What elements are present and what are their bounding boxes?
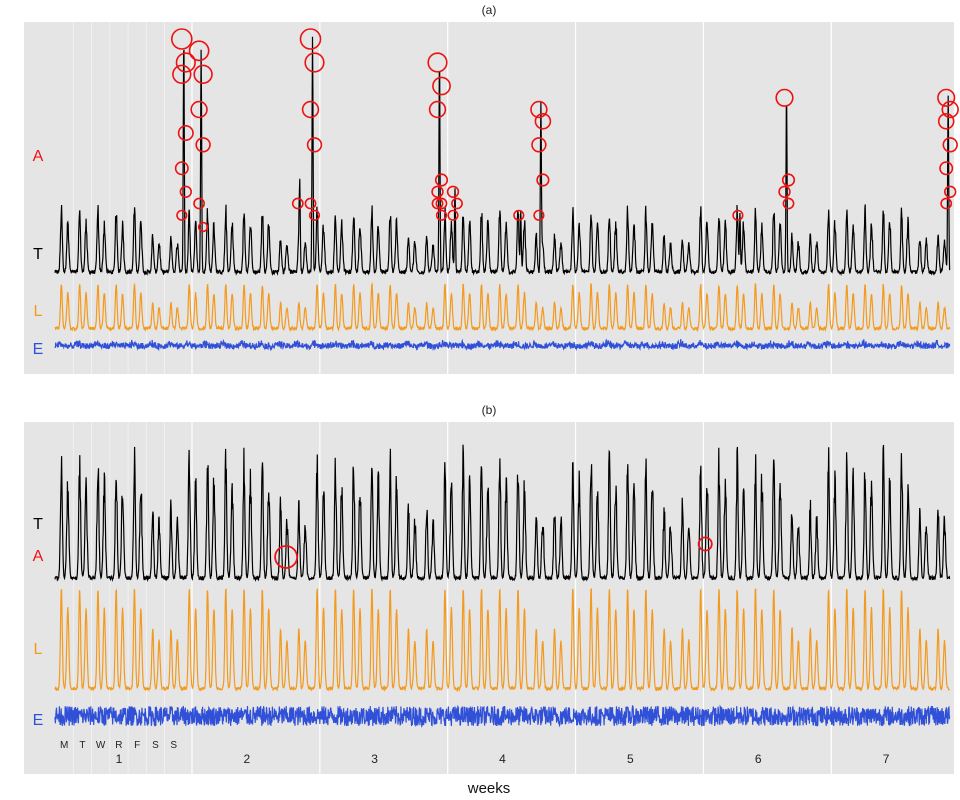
day-tick-label: S	[152, 740, 159, 751]
anomaly-marker	[530, 100, 548, 119]
anomaly-marker	[781, 173, 796, 187]
day-tick-label: S	[170, 740, 177, 751]
week-tick-label: 5	[627, 752, 634, 766]
panel-b-title: (b)	[482, 403, 497, 417]
anomaly-marker	[732, 209, 744, 221]
anomaly-marker	[435, 209, 448, 221]
anomaly-marker	[179, 185, 193, 199]
anomaly-marker	[195, 137, 211, 153]
anomaly-marker	[304, 52, 325, 73]
anomaly-marker	[939, 161, 954, 176]
anomaly-marker	[447, 209, 459, 221]
panel-b-label-T: T	[33, 516, 43, 533]
day-tick-label: F	[134, 740, 140, 751]
anomaly-marker	[306, 137, 323, 153]
anomaly-marker	[190, 100, 208, 119]
anomaly-marker	[943, 185, 957, 199]
anomaly-marker	[937, 88, 956, 107]
anomaly-marker	[513, 209, 525, 221]
panel-a-title: (a)	[482, 3, 497, 17]
panel-a-label-A: A	[33, 148, 44, 165]
panel-a: (a) A T L E	[24, 3, 959, 374]
anomaly-marker	[188, 40, 210, 62]
week-tick-label: 7	[883, 752, 890, 766]
panel-b-series	[54, 444, 951, 728]
anomaly-marker	[308, 209, 321, 221]
panel-b-label-E: E	[33, 712, 44, 729]
week-tick-label: 4	[499, 752, 506, 766]
anomaly-marker	[434, 173, 449, 187]
week-tick-label: 6	[755, 752, 762, 766]
anomaly-marker	[171, 28, 193, 50]
series-E-line	[54, 338, 951, 352]
anomaly-marker	[301, 100, 320, 119]
anomaly-marker	[428, 100, 447, 119]
anomaly-marker	[697, 536, 713, 552]
day-tick-label: W	[96, 740, 106, 751]
anomaly-marker	[304, 197, 317, 210]
anomaly-marker	[172, 64, 192, 85]
panel-b: (b) T A L E M T W R F S S1 2 3 4 5 6 7	[24, 403, 954, 774]
anomaly-marker	[942, 137, 958, 153]
anomaly-marker	[432, 76, 451, 96]
anomaly-marker	[536, 173, 550, 187]
anomaly-marker	[274, 545, 299, 569]
anomaly-marker	[435, 197, 448, 210]
day-tick-label: T	[79, 740, 85, 751]
anomaly-marker	[177, 125, 194, 142]
panel-b-anomaly-markers	[274, 536, 713, 569]
week-tick-label: 3	[371, 752, 378, 766]
panel-a-label-E: E	[33, 341, 44, 358]
anomaly-marker	[533, 209, 545, 221]
anomaly-marker	[431, 197, 444, 210]
anomaly-marker	[431, 185, 444, 199]
anomaly-marker	[778, 185, 791, 199]
anomaly-marker	[197, 221, 209, 233]
anomaly-marker	[299, 28, 322, 50]
panel-a-label-T: T	[33, 246, 43, 263]
panel-b-tick-labels: M T W R F S S 1 2 3 4 5 6 7	[60, 740, 890, 766]
anomaly-marker	[775, 88, 794, 107]
anomaly-marker	[176, 209, 188, 221]
panel-a-anomaly-markers	[171, 28, 959, 233]
series-T-line	[54, 36, 951, 277]
series-T-line	[54, 444, 951, 583]
anomaly-marker	[937, 113, 955, 130]
anomaly-marker	[174, 161, 189, 176]
anomaly-marker	[175, 52, 196, 73]
week-tick-label: 2	[243, 752, 250, 766]
week-tick-label: 1	[116, 752, 123, 766]
anomaly-marker	[291, 197, 304, 210]
series-L-line	[54, 587, 951, 693]
anomaly-marker	[531, 137, 547, 153]
anomaly-marker	[940, 197, 953, 210]
anomaly-marker	[446, 185, 460, 199]
anomaly-marker	[193, 197, 205, 210]
anomaly-marker	[941, 100, 959, 119]
anomaly-marker	[534, 113, 552, 130]
anomaly-marker	[451, 197, 463, 210]
panel-a-background	[24, 22, 954, 374]
panel-a-series	[54, 36, 951, 352]
panel-a-label-L: L	[34, 303, 43, 320]
anomaly-marker	[193, 64, 213, 85]
series-L-line	[54, 281, 951, 333]
x-axis-label: weeks	[467, 780, 511, 797]
panel-b-label-L: L	[34, 641, 43, 658]
series-E-line	[54, 704, 951, 728]
day-tick-label: M	[60, 740, 68, 751]
anomaly-marker	[427, 52, 448, 73]
panel-b-label-A: A	[33, 548, 44, 565]
anomaly-marker	[782, 197, 795, 210]
day-tick-label: R	[115, 740, 122, 751]
